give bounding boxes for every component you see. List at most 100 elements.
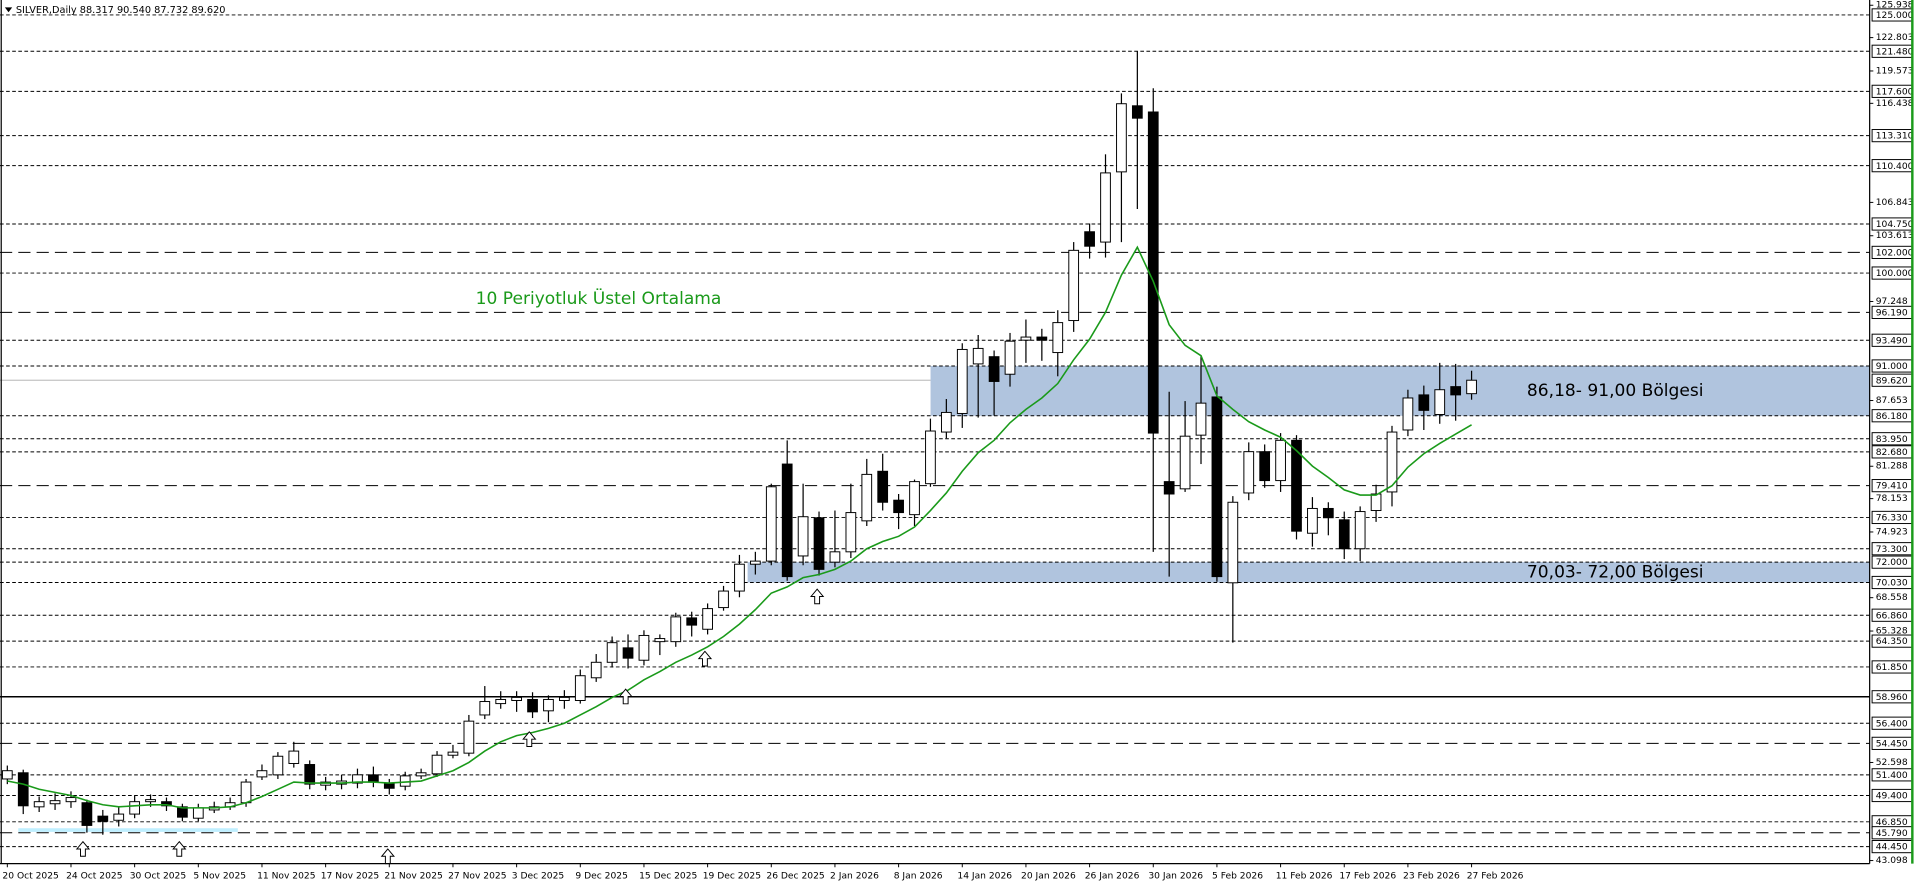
candle-body <box>1418 394 1430 411</box>
level-box-label: 73.300 <box>1876 545 1908 555</box>
candle-body <box>1322 507 1334 519</box>
level-box-label: 45.790 <box>1876 829 1908 839</box>
x-tick-label: 5 Feb 2026 <box>1212 871 1263 881</box>
candle-body <box>1386 431 1398 493</box>
candle-body <box>940 411 952 433</box>
candle-body <box>845 512 857 553</box>
level-box-label: 125.000 <box>1876 11 1914 21</box>
level-box-label: 110.400 <box>1876 162 1914 172</box>
x-tick-label: 5 Nov 2025 <box>193 871 246 881</box>
level-box-label: 49.400 <box>1876 792 1908 802</box>
candle-body <box>718 590 729 609</box>
candle-body <box>1243 451 1255 494</box>
y-tick-label: 122.803 <box>1876 33 1914 43</box>
y-tick-label: 116.438 <box>1876 99 1914 109</box>
candle-body <box>1195 402 1207 436</box>
level-box-label: 83.950 <box>1876 435 1908 445</box>
candle-body <box>877 470 889 503</box>
level-box-label: 82.680 <box>1876 448 1908 458</box>
candle-body <box>702 608 713 630</box>
candle-body <box>1307 507 1318 534</box>
zone-label: 86,18- 91,00 Bölgesi <box>1527 381 1704 401</box>
level-box-label: 96.190 <box>1876 308 1908 318</box>
x-tick-label: 14 Jan 2026 <box>957 871 1012 881</box>
candle-body <box>479 701 491 716</box>
candle-body <box>670 616 682 643</box>
candle-body <box>1259 451 1271 482</box>
candle-body <box>288 750 300 764</box>
level-box-label: 51.400 <box>1876 771 1908 781</box>
candle-body <box>256 770 268 778</box>
candle-body <box>925 430 936 485</box>
candle-body <box>1370 493 1382 512</box>
y-tick-label: 74.923 <box>1876 527 1908 537</box>
y-tick-label: 65.328 <box>1876 627 1908 637</box>
candle-body <box>590 661 602 679</box>
candle-body <box>861 473 873 522</box>
level-box-label: 113.310 <box>1876 132 1914 142</box>
candle-body <box>543 698 554 712</box>
y-tick-label: 87.653 <box>1876 396 1908 406</box>
candle-body <box>33 801 45 808</box>
x-tick-label: 24 Oct 2025 <box>66 871 123 881</box>
y-tick-label: 68.558 <box>1876 593 1908 603</box>
y-tick-label: 125.938 <box>1876 1 1914 11</box>
x-tick-label: 15 Dec 2025 <box>639 871 697 881</box>
x-tick-label: 17 Nov 2025 <box>321 871 380 881</box>
x-tick-label: 8 Jan 2026 <box>894 871 943 881</box>
candles <box>1 51 1477 835</box>
x-tick-label: 9 Dec 2025 <box>575 871 628 881</box>
candle-body <box>129 801 141 815</box>
candle-body <box>352 774 363 784</box>
candle-body <box>606 642 618 663</box>
x-tick-label: 27 Feb 2026 <box>1467 871 1524 881</box>
candle-body <box>368 774 379 783</box>
x-tick-label: 30 Oct 2025 <box>130 871 187 881</box>
candle-body <box>1179 435 1191 490</box>
y-tick-label: 78.153 <box>1876 494 1908 504</box>
levels <box>0 14 1870 848</box>
zone <box>747 562 1870 583</box>
candle-body <box>192 807 204 819</box>
y-tick-label: 97.248 <box>1876 297 1908 307</box>
level-box-label: 66.860 <box>1876 611 1908 621</box>
candle-body <box>1354 511 1366 550</box>
candle-body <box>781 463 793 578</box>
level-box-label: 70.030 <box>1876 579 1908 589</box>
arrow <box>522 731 537 747</box>
level-box-label: 61.850 <box>1876 663 1908 673</box>
arrows <box>75 588 825 865</box>
candle-body <box>49 800 61 805</box>
candle-body <box>113 813 125 821</box>
level-box-label: 93.490 <box>1876 336 1908 346</box>
candle-body <box>495 698 507 705</box>
x-tick-label: 27 Nov 2025 <box>448 871 507 881</box>
candle-body <box>1227 501 1239 584</box>
level-box-label: 58.960 <box>1876 693 1908 703</box>
level-box-label: 72.000 <box>1876 558 1908 568</box>
zone <box>930 365 1870 416</box>
candle-body <box>972 347 984 365</box>
candle-body <box>956 348 968 414</box>
x-tick-label: 17 Feb 2026 <box>1339 871 1396 881</box>
zones <box>747 365 1870 583</box>
x-tick-label: 20 Oct 2025 <box>2 871 59 881</box>
candle-body <box>1 770 13 780</box>
level-box-label: 104.750 <box>1876 220 1914 230</box>
candle-body <box>415 772 427 777</box>
y-tick-label: 81.288 <box>1876 462 1908 472</box>
candle-body <box>1402 397 1414 431</box>
x-tick-label: 3 Dec 2025 <box>512 871 565 881</box>
candle-body <box>988 356 1000 382</box>
level-box-label: 89.620 <box>1876 376 1908 386</box>
candle-body <box>1004 340 1016 375</box>
candle-body <box>1275 439 1286 482</box>
candle-body <box>765 486 777 562</box>
candle-body <box>909 481 920 516</box>
candle-body <box>431 754 443 775</box>
level-box-label: 76.330 <box>1876 514 1908 524</box>
level-box-label: 46.850 <box>1876 818 1908 828</box>
candle-body <box>17 772 29 807</box>
candle-body <box>813 517 825 570</box>
